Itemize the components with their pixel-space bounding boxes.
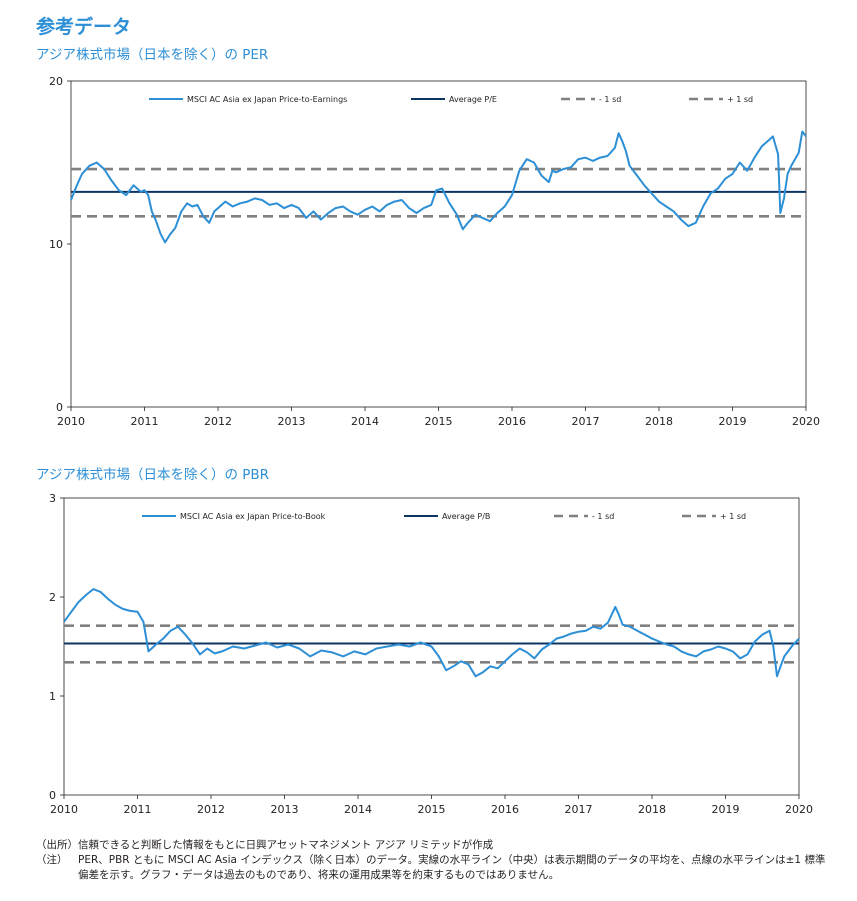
y-tick-label: 0 — [49, 789, 56, 802]
x-tick-label: 2011 — [131, 415, 159, 428]
x-tick-label: 2017 — [572, 415, 600, 428]
x-tick-label: 2018 — [645, 415, 673, 428]
x-tick-label: 2010 — [57, 415, 85, 428]
legend-label-3: + 1 sd — [727, 95, 753, 104]
series-line-0 — [63, 588, 800, 678]
y-tick-label: 2 — [49, 591, 56, 604]
note-continued: 偏差を示す。グラフ・データは過去のものであり、将来の運用成果等を約束するものでは… — [36, 868, 825, 883]
legend-label-1: Average P/B — [442, 512, 490, 521]
note-text-1: PER、PBR ともに MSCI AC Asia インデックス（除く日本）のデー… — [78, 854, 826, 866]
x-tick-label: 2013 — [278, 415, 306, 428]
x-tick-label: 2012 — [204, 415, 232, 428]
legend-label-3: + 1 sd — [720, 512, 746, 521]
x-tick-label: 2015 — [418, 803, 446, 816]
y-tick-label: 3 — [49, 492, 56, 505]
x-tick-label: 2019 — [712, 803, 740, 816]
note: （注） PER、PBR ともに MSCI AC Asia インデックス（除く日本）… — [36, 853, 825, 868]
note-text-2: 偏差を示す。グラフ・データは過去のものであり、将来の運用成果等を約束するものでは… — [78, 869, 560, 881]
y-tick-label: 10 — [49, 238, 63, 251]
legend-label-0: MSCI AC Asia ex Japan Price-to-Book — [180, 512, 326, 521]
x-tick-label: 2017 — [565, 803, 593, 816]
x-tick-label: 2012 — [197, 803, 225, 816]
pbr-chart: 2010 2011 2012 2013 2014 2015 2016 2017 2018 2019… — [49, 492, 813, 816]
x-tick-label: 2018 — [638, 803, 666, 816]
page-title: 参考データ — [36, 16, 132, 38]
x-tick-label: 2016 — [498, 415, 526, 428]
source-label: （出所） — [36, 839, 78, 851]
legend-label-0: MSCI AC Asia ex Japan Price-to-Earnings — [187, 95, 347, 104]
x-tick-label: 2020 — [785, 803, 813, 816]
x-tick-label: 2015 — [425, 415, 453, 428]
x-tick-label: 2016 — [491, 803, 519, 816]
x-tick-label: 2014 — [344, 803, 372, 816]
pbr-chart-title: アジア株式市場（日本を除く）の PBR — [36, 467, 270, 483]
per-chart: 2010 2011 2012 2013 2014 2015 2016 2017 2018 2019… — [49, 75, 820, 428]
plot-frame — [70, 80, 807, 408]
x-tick-label: 2010 — [50, 803, 78, 816]
x-tick-label: 2020 — [792, 415, 820, 428]
series-line-0 — [70, 130, 807, 244]
y-tick-label: 1 — [49, 690, 56, 703]
source-note: （出所）信頼できると判断した情報をもとに日興アセットマネジメント アジア リミテ… — [36, 838, 825, 853]
legend-label-1: Average P/E — [449, 95, 497, 104]
x-tick-label: 2011 — [124, 803, 152, 816]
y-tick-label: 0 — [56, 401, 63, 414]
footnotes: （出所）信頼できると判断した情報をもとに日興アセットマネジメント アジア リミテ… — [36, 838, 825, 883]
note-label: （注） — [36, 854, 68, 866]
source-text: 信頼できると判断した情報をもとに日興アセットマネジメント アジア リミテッドが作… — [78, 839, 494, 851]
x-tick-label: 2014 — [351, 415, 379, 428]
x-tick-label: 2013 — [271, 803, 299, 816]
x-tick-label: 2019 — [719, 415, 747, 428]
legend-label-2: - 1 sd — [599, 95, 621, 104]
y-tick-label: 20 — [49, 75, 63, 88]
legend-label-2: - 1 sd — [592, 512, 614, 521]
per-chart-title: アジア株式市場（日本を除く）の PER — [36, 47, 269, 63]
